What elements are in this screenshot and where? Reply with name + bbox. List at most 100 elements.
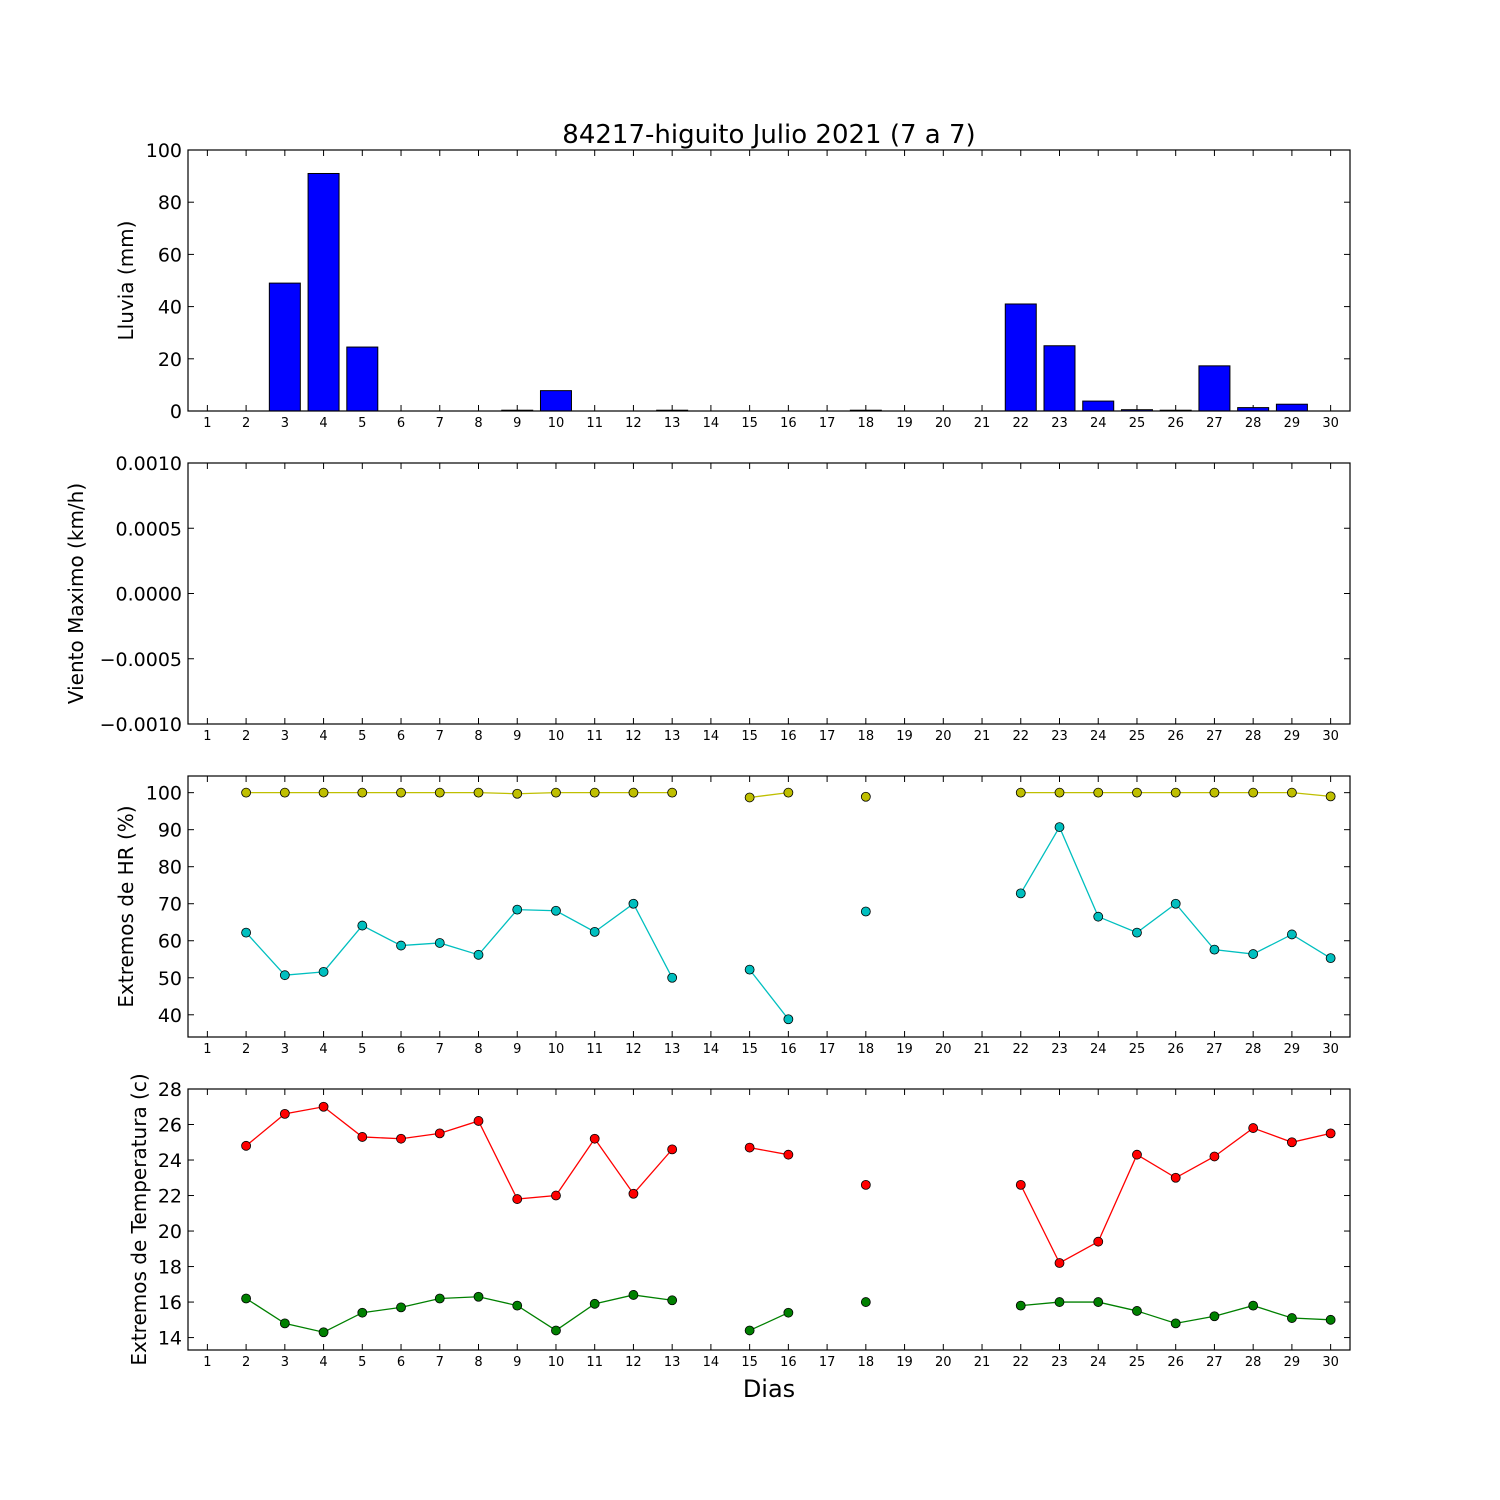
x-tick-label: 20	[935, 729, 952, 744]
temperature-panel: 1 2 3 4 5 6 7 8 9 10 11 12 13 14 15 16 17 18 19 20 21 22 23 24 2…	[127, 1073, 1351, 1370]
x-tick-label: 24	[1090, 416, 1107, 431]
y-tick-label: 60	[158, 931, 182, 953]
series-1-point	[396, 940, 406, 951]
x-tick-label: 12	[625, 416, 642, 431]
x-tick-label: 7	[436, 416, 444, 431]
series-0-point	[1132, 1149, 1142, 1160]
x-tick-label: 3	[281, 416, 289, 431]
y-tick-label: 60	[158, 244, 182, 266]
x-tick-label: 21	[974, 416, 991, 431]
x-tick-label: 28	[1245, 729, 1262, 744]
series-0-line	[245, 1106, 673, 1200]
x-tick-label: 14	[703, 1355, 720, 1370]
x-tick-label: 20	[935, 1355, 952, 1370]
x-tick-label: 24	[1090, 1355, 1107, 1370]
series-0-point	[589, 787, 600, 798]
series-1-point	[357, 1307, 368, 1318]
x-tick-label: 29	[1284, 416, 1301, 431]
y-tick-label: −0.0005	[100, 649, 182, 671]
x-tick-label: 12	[625, 1042, 642, 1057]
x-tick-label: 10	[548, 416, 565, 431]
series-1-point	[512, 904, 523, 915]
x-tick-label: 16	[780, 416, 797, 431]
series-0-point	[1209, 1151, 1220, 1162]
rain-bar	[1004, 303, 1037, 412]
series-1-point	[1132, 1306, 1142, 1316]
wind-panel: 1 2 3 4 5 6 7 8 9 10 11 12 13 14 15 16 17 18 19 20 21 22 23 24 2…	[64, 453, 1351, 744]
series-0-point	[279, 787, 290, 798]
x-tick-label: 19	[896, 416, 913, 431]
x-tick-label: 12	[625, 1355, 642, 1370]
rain-bar	[1198, 365, 1231, 412]
series-1-point	[1325, 953, 1336, 964]
series-0-point	[1170, 1172, 1181, 1183]
series-1-point	[1325, 1314, 1336, 1325]
x-tick-label: 24	[1090, 1042, 1107, 1057]
series-1-point	[628, 898, 639, 909]
y-axis-label: Lluvia (mm)	[114, 221, 138, 341]
series-1-point	[1287, 929, 1297, 940]
rain-bar	[307, 172, 340, 412]
series-1-point	[589, 926, 600, 937]
x-tick-label: 18	[858, 729, 875, 744]
series-1-point	[860, 906, 871, 917]
series-1-point	[357, 920, 368, 931]
x-tick-label: 13	[664, 416, 681, 431]
series-0-point	[434, 1128, 445, 1139]
x-tick-label: 25	[1129, 1355, 1146, 1370]
series-0-line	[246, 792, 673, 795]
rain-bar	[1043, 345, 1076, 412]
x-tick-label: 10	[548, 1042, 565, 1057]
series-0-line	[1020, 1127, 1331, 1264]
series-0-point	[667, 1144, 678, 1155]
series-0-point	[744, 1142, 755, 1153]
x-tick-label: 18	[858, 416, 875, 431]
x-tick-label: 30	[1322, 416, 1339, 431]
series-1-point	[1054, 822, 1065, 832]
x-tick-label: 9	[513, 416, 521, 431]
x-tick-label: 1	[203, 1042, 211, 1057]
y-tick-label: 16	[158, 1292, 182, 1314]
y-tick-label: 24	[158, 1150, 182, 1172]
x-tick-label: 22	[1012, 729, 1029, 744]
series-0-point	[1132, 787, 1142, 798]
series-1-point	[473, 1291, 484, 1302]
series-1-point	[1015, 888, 1026, 899]
rain-panel: 1 2 3 4 5 6 7 8 9 10 11 12 13 14 15 16 17 18 19 20 21 22 23 24 2…	[114, 140, 1351, 431]
x-tick-label: 13	[664, 1042, 681, 1057]
x-tick-label: 23	[1051, 1042, 1068, 1057]
x-tick-label: 29	[1284, 1355, 1301, 1370]
x-tick-label: 30	[1322, 729, 1339, 744]
rain-bar	[346, 346, 379, 412]
x-tick-label: 9	[513, 729, 521, 744]
y-tick-label: 0.0000	[116, 584, 182, 606]
series-1-point	[860, 1297, 871, 1307]
x-tick-label: 7	[436, 1042, 444, 1057]
y-tick-label: 100	[146, 783, 182, 805]
chart-title: 84217-higuito Julio 2021 (7 a 7)	[562, 120, 975, 150]
x-tick-label: 23	[1051, 1355, 1068, 1370]
series-1-line	[749, 969, 789, 1020]
y-axis-label: Extremos de HR (%)	[114, 805, 138, 1007]
x-tick-label: 15	[741, 416, 758, 431]
y-tick-label: 18	[158, 1257, 182, 1279]
x-tick-label: 4	[319, 1042, 327, 1057]
x-tick-label: 7	[436, 729, 444, 744]
x-tick-label: 26	[1167, 416, 1184, 431]
x-tick-label: 21	[974, 1042, 991, 1057]
y-tick-label: 80	[158, 857, 182, 879]
series-1-point	[1015, 1300, 1026, 1311]
series-0-point	[1170, 787, 1181, 798]
y-tick-label: 40	[158, 1005, 182, 1027]
x-tick-label: 21	[974, 729, 991, 744]
series-1-point	[434, 938, 445, 948]
x-tick-label: 24	[1090, 729, 1107, 744]
series-0-point	[551, 1190, 561, 1201]
x-tick-label: 23	[1051, 729, 1068, 744]
x-tick-label: 27	[1206, 1042, 1223, 1057]
series-1-point	[589, 1298, 600, 1309]
series-1-point	[551, 1325, 561, 1336]
series-0-point	[241, 787, 252, 798]
x-tick-label: 8	[474, 1355, 482, 1370]
